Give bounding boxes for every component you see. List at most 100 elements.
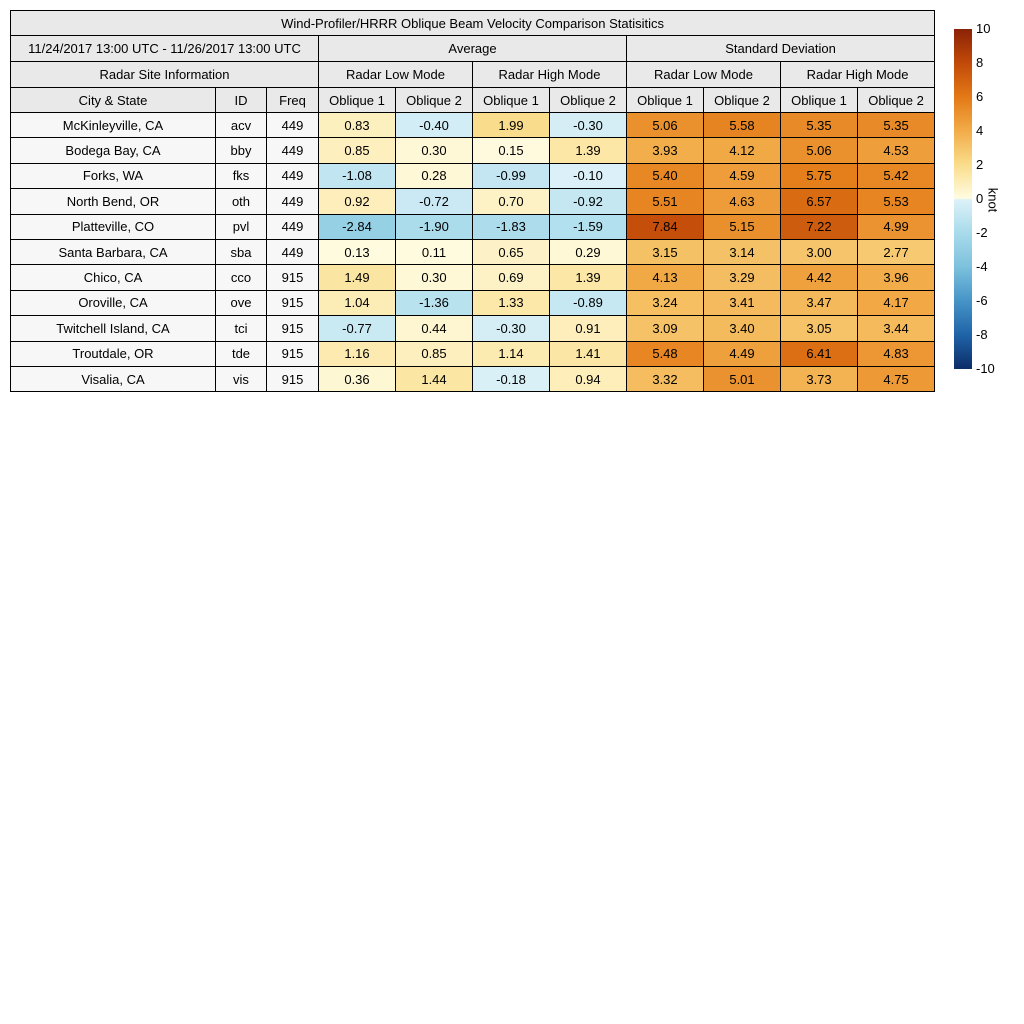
site-id-cell: ove [215,290,267,317]
value-cell: 0.15 [472,137,550,164]
mode-header-avg-high: Radar High Mode [472,61,627,88]
column-header-oblique: Oblique 1 [472,87,550,113]
table-row: North Bend, OR oth 449 0.92 -0.72 0.70 -0.92 5.… [10,188,936,215]
freq-cell: 915 [266,315,319,342]
group-header-row: 11/24/2017 13:00 UTC - 11/26/2017 13:00 … [10,35,936,62]
table-row: Platteville, CO pvl 449 -2.84 -1.90 -1.83 -1.5… [10,214,936,240]
value-cell: 3.05 [780,315,858,342]
value-cell: 0.30 [395,137,473,164]
freq-cell: 449 [266,239,319,266]
column-header-oblique: Oblique 2 [703,87,781,113]
value-cell: 6.57 [780,188,858,215]
value-cell: 5.58 [703,112,781,139]
value-cell: 3.41 [703,290,781,317]
value-cell: 7.22 [780,214,858,240]
statistics-table: Wind-Profiler/HRRR Oblique Beam Velocity… [10,10,936,393]
freq-cell: 915 [266,264,319,291]
column-header-oblique: Oblique 1 [626,87,704,113]
value-cell: -0.92 [549,188,627,215]
date-range: 11/24/2017 13:00 UTC - 11/26/2017 13:00 … [10,35,319,62]
colorbar-tick-label: 0 [976,191,984,206]
value-cell: 0.36 [318,366,396,393]
column-header-row: City & State ID Freq Oblique 1 Oblique 2… [10,87,936,113]
table-row: Santa Barbara, CA sba 449 0.13 0.11 0.65 0.29 3… [10,239,936,266]
value-cell: 4.59 [703,163,781,190]
column-header-freq: Freq [266,87,319,113]
value-cell: 4.53 [857,137,936,164]
value-cell: 1.39 [549,264,627,291]
site-id-cell: bby [215,137,267,164]
value-cell: 0.92 [318,188,396,215]
value-cell: 5.53 [857,188,936,215]
value-cell: 3.44 [857,315,936,342]
mode-header-row: Radar Site Information Radar Low Mode Ra… [10,61,936,88]
value-cell: 0.94 [549,366,627,393]
site-id-cell: pvl [215,214,267,240]
value-cell: -0.77 [318,315,396,342]
city-cell: Visalia, CA [10,366,216,393]
value-cell: 4.13 [626,264,704,291]
value-cell: 4.63 [703,188,781,215]
value-cell: -2.84 [318,214,396,240]
table-row: Oroville, CA ove 915 1.04 -1.36 1.33 -0.89 3.24… [10,290,936,317]
value-cell: 0.65 [472,239,550,266]
freq-cell: 449 [266,137,319,164]
freq-cell: 449 [266,188,319,215]
column-header-oblique: Oblique 1 [318,87,396,113]
value-cell: 5.48 [626,341,704,367]
table-row: Twitchell Island, CA tci 915 -0.77 0.44 -0.30… [10,315,936,342]
city-cell: Forks, WA [10,163,216,190]
value-cell: 2.77 [857,239,936,266]
value-cell: 4.99 [857,214,936,240]
value-cell: 1.44 [395,366,473,393]
column-header-oblique: Oblique 1 [780,87,858,113]
colorbar-unit-label: knot [985,187,1001,213]
value-cell: 4.83 [857,341,936,367]
value-cell: 4.49 [703,341,781,367]
site-id-cell: tde [215,341,267,367]
value-cell: 4.12 [703,137,781,164]
value-cell: 3.24 [626,290,704,317]
column-header-city-state: City & State [10,87,216,113]
table-row: Chico, CA cco 915 1.49 0.30 0.69 1.39 4.13 3.29 4… [10,264,936,291]
value-cell: -1.08 [318,163,396,190]
value-cell: 3.29 [703,264,781,291]
colorbar-tick-label: 4 [976,123,984,138]
group-header-average: Average [318,35,627,62]
value-cell: -1.83 [472,214,550,240]
freq-cell: 449 [266,163,319,190]
value-cell: 1.16 [318,341,396,367]
colorbar-tick-label: -2 [976,225,988,240]
value-cell: 0.29 [549,239,627,266]
value-cell: 0.70 [472,188,550,215]
freq-cell: 449 [266,214,319,240]
site-id-cell: tci [215,315,267,342]
value-cell: 3.73 [780,366,858,393]
column-header-oblique: Oblique 2 [395,87,473,113]
group-header-standard-deviation: Standard Deviation [626,35,936,62]
value-cell: 5.06 [626,112,704,139]
value-cell: 3.09 [626,315,704,342]
title-row: Wind-Profiler/HRRR Oblique Beam Velocity… [10,10,936,36]
value-cell: 3.40 [703,315,781,342]
colorbar-tick-label: 10 [976,21,991,36]
site-id-cell: fks [215,163,267,190]
city-cell: McKinleyville, CA [10,112,216,139]
value-cell: 5.75 [780,163,858,190]
site-id-cell: vis [215,366,267,393]
value-cell: 1.04 [318,290,396,317]
value-cell: 0.69 [472,264,550,291]
value-cell: 3.00 [780,239,858,266]
value-cell: 0.11 [395,239,473,266]
value-cell: 7.84 [626,214,704,240]
value-cell: -0.99 [472,163,550,190]
city-cell: Chico, CA [10,264,216,291]
value-cell: 3.15 [626,239,704,266]
value-cell: 3.14 [703,239,781,266]
city-cell: Platteville, CO [10,214,216,240]
value-cell: -1.59 [549,214,627,240]
value-cell: 0.83 [318,112,396,139]
table-body: McKinleyville, CA acv 449 0.83 -0.40 1.99 -0.3… [10,112,936,393]
value-cell: -0.18 [472,366,550,393]
